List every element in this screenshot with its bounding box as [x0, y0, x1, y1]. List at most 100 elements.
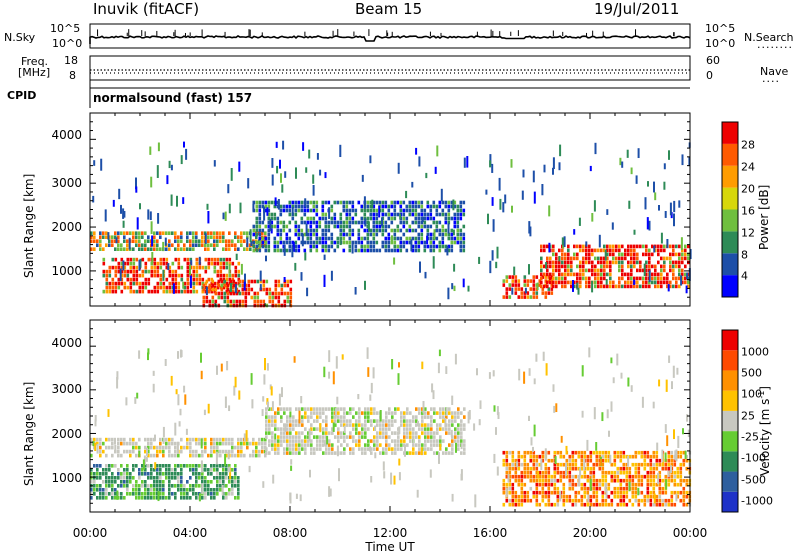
velocity-range-cell [415, 431, 418, 435]
power-range-cell [360, 204, 364, 209]
power-range-cell [675, 284, 678, 289]
velocity-range-cell [185, 428, 188, 435]
power-range-cell [312, 208, 316, 213]
power-range-cell [624, 284, 627, 289]
power-range-cell [653, 181, 655, 193]
power-range-cell [603, 284, 606, 289]
power-range-cell [318, 240, 322, 245]
power-range-cell [324, 220, 328, 225]
velocity-range-cell [301, 439, 304, 443]
velocity-range-cell [682, 486, 686, 491]
power-range-cell [603, 256, 606, 261]
power-range-cell [548, 205, 551, 217]
velocity-range-cell [156, 445, 159, 450]
velocity-range-cell [349, 411, 352, 415]
power-range-cell [135, 257, 139, 262]
velocity-range-cell [580, 486, 584, 491]
velocity-range-cell [577, 450, 581, 455]
velocity-range-cell [552, 384, 555, 392]
power-range-cell [327, 228, 331, 233]
velocity-range-cell [343, 435, 346, 439]
velocity-range-cell [643, 462, 647, 467]
velocity-range-cell [670, 474, 674, 479]
power-range-cell [274, 295, 278, 300]
power-range-cell [532, 279, 536, 283]
velocity-range-cell [93, 480, 96, 484]
velocity-range-cell [529, 454, 533, 459]
power-range-cell [274, 291, 278, 296]
power-range-cell [375, 212, 379, 217]
velocity-range-cell [385, 411, 388, 415]
velocity-range-cell [607, 502, 611, 507]
velocity-range-cell [595, 502, 599, 507]
power-range-cell [570, 272, 573, 277]
power-range-cell [459, 232, 463, 237]
velocity-range-cell [607, 458, 611, 463]
velocity-range-cell [328, 443, 331, 447]
power-range-cell [576, 276, 579, 281]
power-range-cell [198, 243, 201, 247]
power-range-cell [399, 248, 403, 253]
velocity-range-cell [400, 423, 403, 427]
power-range-cell [597, 272, 600, 277]
power-range-cell [222, 235, 225, 239]
velocity-range-cell [610, 357, 613, 364]
velocity-range-cell [664, 502, 668, 507]
power-range-cell [687, 256, 690, 261]
power-range-cell [424, 271, 427, 279]
velocity-range-cell [322, 419, 325, 423]
velocity-range-cell [655, 466, 659, 471]
velocity-range-cell [204, 476, 207, 480]
velocity-range-cell [583, 490, 587, 495]
velocity-range-cell [372, 367, 375, 379]
power-range-cell [417, 236, 421, 241]
power-range-cell [491, 163, 494, 173]
velocity-range-cell [538, 502, 542, 507]
power-range-cell [264, 204, 268, 209]
power-range-cell [214, 287, 218, 292]
power-range-cell [630, 248, 633, 253]
power-range-cell [204, 231, 207, 235]
velocity-range-cell [631, 490, 635, 495]
velocity-range-cell [544, 466, 548, 471]
power-range-cell [150, 273, 154, 278]
velocity-range-cell [349, 423, 352, 427]
velocity-range-cell [376, 423, 379, 427]
velocity-range-cell [674, 450, 677, 461]
velocity-range-cell [325, 447, 328, 451]
velocity-range-cell [258, 437, 261, 442]
power-range-cell [238, 283, 242, 288]
velocity-range-cell [391, 411, 394, 415]
velocity-range-cell [658, 478, 662, 483]
power-range-cell [305, 223, 308, 237]
velocity-range-cell [325, 423, 328, 427]
velocity-range-cell [274, 427, 277, 431]
power-range-cell [105, 285, 109, 290]
power-range-cell [505, 291, 509, 295]
velocity-range-cell [436, 451, 439, 455]
power-range-cell [678, 244, 681, 249]
power-range-cell [555, 280, 558, 285]
power-range-cell [678, 284, 681, 289]
velocity-range-cell [224, 396, 227, 408]
power-range-cell [582, 260, 585, 265]
velocity-range-cell [628, 466, 632, 471]
velocity-range-cell [667, 470, 670, 478]
velocity-range-cell [152, 370, 155, 376]
velocity-range-cell [676, 450, 680, 455]
power-range-cell [552, 167, 554, 175]
power-range-cell [232, 291, 236, 296]
power-range-cell [447, 208, 451, 213]
velocity-range-cell [568, 494, 572, 499]
velocity-range-cell [568, 478, 572, 483]
power-range-cell [213, 257, 217, 262]
power-range-cell [369, 212, 373, 217]
power-range-cell [108, 239, 111, 243]
velocity-range-cell [138, 476, 141, 480]
power-range-cell [159, 285, 163, 290]
power-range-cell [147, 281, 151, 286]
power-range-cell [141, 231, 144, 235]
power-range-cell [206, 203, 209, 210]
velocity-range-cell [421, 443, 424, 447]
power-range-cell [462, 224, 466, 229]
